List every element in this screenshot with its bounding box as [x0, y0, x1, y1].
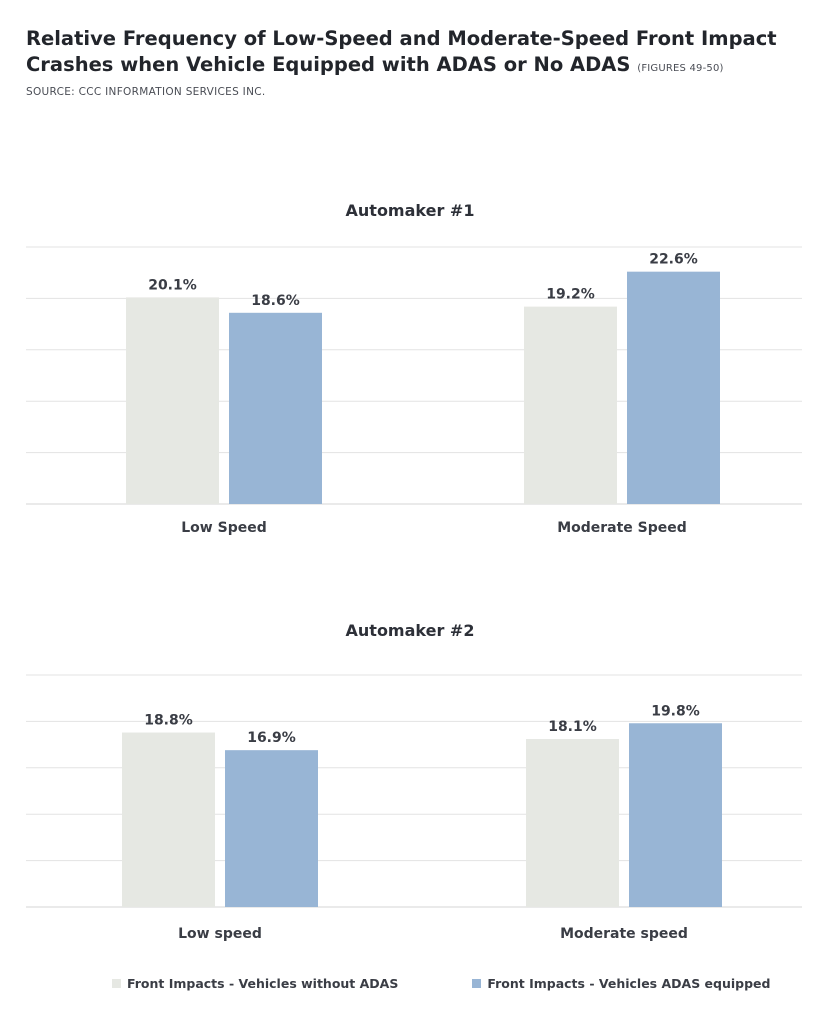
bar: [122, 732, 215, 907]
category-label: Moderate Speed: [557, 520, 687, 536]
bar: [229, 312, 322, 504]
page-title: Relative Frequency of Low-Speed and Mode…: [26, 26, 806, 82]
legend-item-no-adas: Front Impacts - Vehicles without ADAS: [112, 976, 398, 991]
data-label: 22.6%: [649, 252, 698, 268]
figure-reference: (FIGURES 49-50): [637, 63, 724, 74]
data-label: 18.8%: [144, 713, 193, 729]
data-label: 19.8%: [651, 703, 700, 719]
legend-swatch-no-adas: [112, 979, 121, 988]
bar: [126, 297, 219, 504]
data-label: 18.1%: [548, 719, 597, 735]
data-label: 16.9%: [247, 730, 296, 746]
data-label: 18.6%: [251, 293, 300, 309]
legend-label-adas: Front Impacts - Vehicles ADAS equipped: [487, 976, 771, 991]
legend-item-adas: Front Impacts - Vehicles ADAS equipped: [472, 976, 770, 991]
bar: [629, 723, 722, 907]
bar: [526, 739, 619, 907]
chart-title: Automaker #2: [346, 621, 475, 640]
data-label: 19.2%: [546, 287, 595, 303]
legend: Front Impacts - Vehicles without ADAS Fr…: [112, 976, 770, 991]
chart-automaker-2: Automaker #2 18.8% 16.9% Low speed 18.1% 19.8…: [26, 621, 802, 942]
category-label: Low speed: [178, 926, 262, 942]
chart-automaker-1: Automaker #1 20.1% 18.6% Low Speed 19.2% 22.6…: [26, 201, 802, 536]
category-label: Low Speed: [181, 520, 266, 536]
bar: [627, 271, 720, 504]
legend-label-no-adas: Front Impacts - Vehicles without ADAS: [127, 976, 399, 991]
bar: [524, 306, 617, 504]
title-text: Relative Frequency of Low-Speed and Mode…: [26, 27, 777, 76]
legend-swatch-adas: [472, 979, 482, 988]
category-label: Moderate speed: [560, 926, 688, 942]
chart-title: Automaker #1: [346, 201, 475, 220]
data-label: 20.1%: [148, 277, 197, 293]
source-note: SOURCE: CCC INFORMATION SERVICES INC.: [26, 86, 266, 98]
bar: [225, 750, 318, 907]
